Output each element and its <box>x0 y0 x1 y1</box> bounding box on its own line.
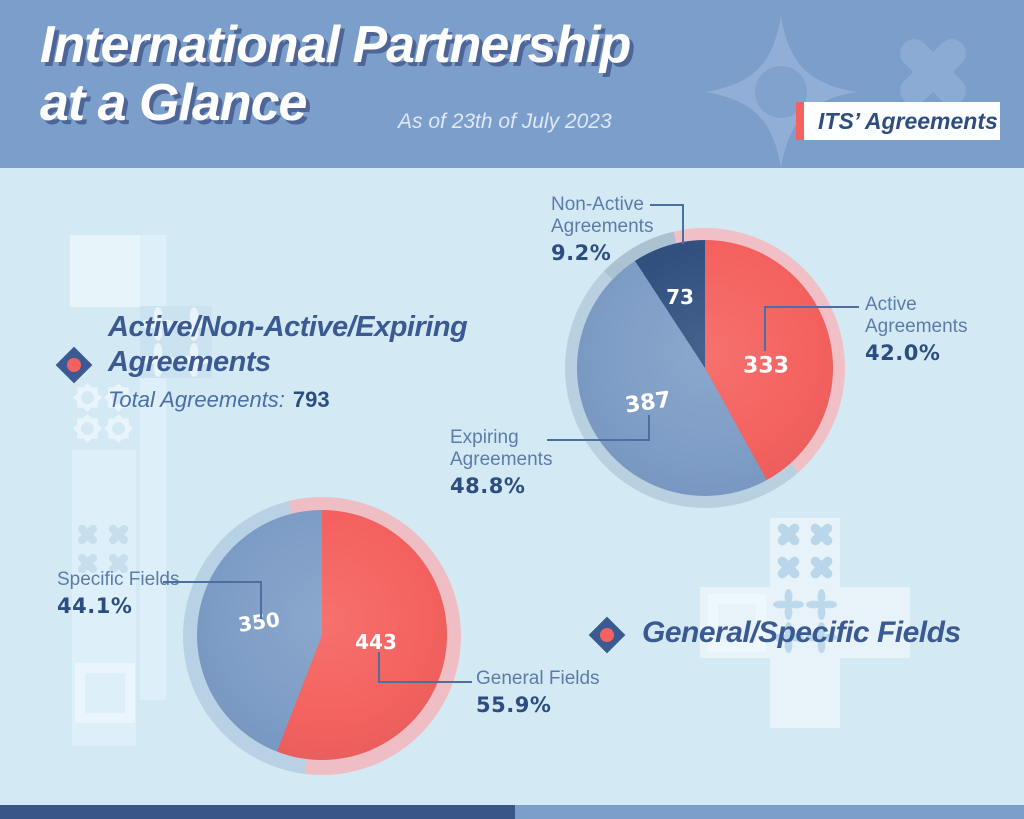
section1-diamond-bullet <box>54 345 94 385</box>
pie2-value-general: 443 <box>355 630 397 654</box>
callout-active: Active Agreements 42.0% <box>865 294 977 365</box>
callout-active-pct: 42.0% <box>865 341 941 365</box>
connector-active <box>764 306 859 351</box>
callout-nonactive: Non-Active Agreements 9.2% <box>551 194 663 265</box>
decor-flower-tile-left <box>140 306 212 378</box>
header-band: International Partnership at a Glance As… <box>0 0 1024 168</box>
connector-specific <box>163 581 262 619</box>
decor-band-left-narrow <box>140 235 166 700</box>
callout-expiring-pct: 48.8% <box>450 474 526 498</box>
callout-specific: Specific Fields 44.1% <box>57 569 187 618</box>
pie1-value-active: 333 <box>743 353 789 379</box>
connector-nonactive <box>650 204 684 244</box>
decor-square-outline-right <box>708 594 766 652</box>
diamond-dot <box>600 628 614 642</box>
section2-heading: General/Specific Fields <box>642 616 961 649</box>
callout-expiring: Expiring Agreements 48.8% <box>450 427 560 498</box>
diamond-dot <box>67 358 81 372</box>
connector-expiring <box>547 415 650 441</box>
star-sparkle-decoration <box>705 16 857 168</box>
total-agreements: Total Agreements: 793 <box>108 387 330 413</box>
callout-general-pct: 55.9% <box>476 693 552 717</box>
callout-general-label: General Fields <box>476 668 600 689</box>
callout-nonactive-pct: 9.2% <box>551 241 612 265</box>
section1-heading-line2: Agreements <box>108 346 271 378</box>
section1-heading-line1: Active/Non-Active/Expiring <box>108 311 468 343</box>
callout-expiring-label: Expiring Agreements <box>450 427 553 470</box>
total-agreements-label: Total Agreements: <box>108 387 285 412</box>
its-agreements-badge: ITS’ Agreements <box>796 102 1000 140</box>
decor-x-tile-right <box>775 521 835 581</box>
section1-heading: Active/Non-Active/Expiring Agreements <box>108 310 468 380</box>
connector-general <box>378 652 472 683</box>
footer-bar-blue <box>515 805 1024 819</box>
decor-square-outline-left <box>75 663 135 723</box>
section2-diamond-bullet <box>587 615 627 655</box>
footer-bar-navy <box>0 805 515 819</box>
page-title-line1: International Partnership <box>40 16 631 74</box>
pie2-fields-chart <box>197 510 447 760</box>
callout-specific-label: Specific Fields <box>57 569 180 590</box>
callout-nonactive-label: Non-Active Agreements <box>551 194 654 237</box>
callout-active-label: Active Agreements <box>865 294 968 337</box>
pie1-value-nonactive: 73 <box>666 285 694 309</box>
total-agreements-value: 793 <box>292 387 330 412</box>
callout-specific-pct: 44.1% <box>57 594 133 618</box>
page-title-line2: at a Glance <box>40 74 307 132</box>
decor-square-left <box>70 235 142 307</box>
badge-accent-bar <box>796 102 804 140</box>
page-subtitle: As of 23th of July 2023 <box>398 110 612 133</box>
callout-general: General Fields 55.9% <box>476 668 606 717</box>
pie1-agreements-chart <box>577 240 833 496</box>
page-title: International Partnership at a Glance <box>40 16 820 132</box>
badge-label: ITS’ Agreements <box>818 108 998 134</box>
